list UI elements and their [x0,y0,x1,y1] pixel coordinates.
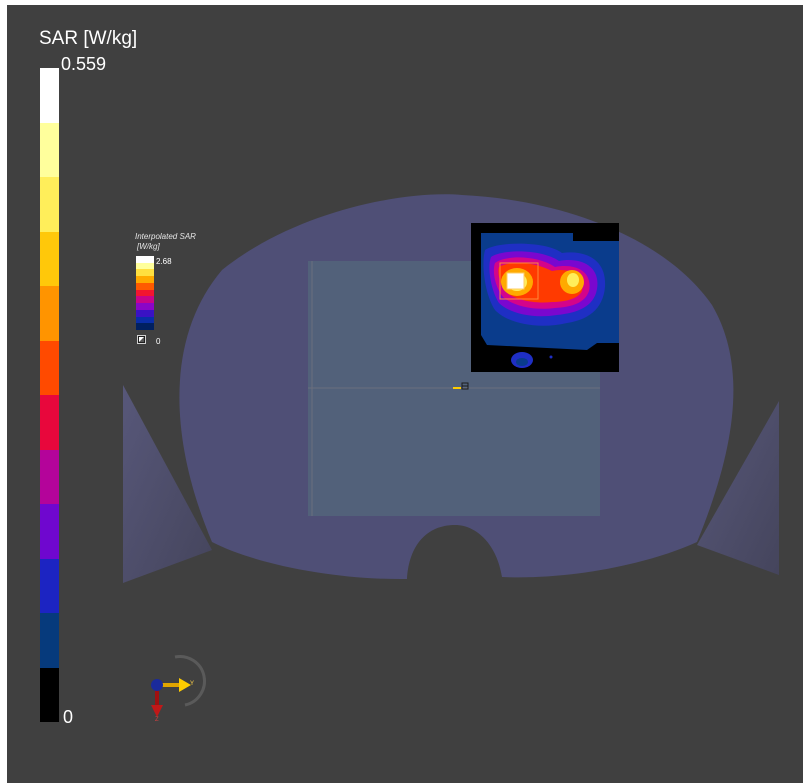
sar-heatmap[interactable] [471,223,619,372]
colorbar-segment [40,449,59,504]
interpolated-sar-colorbar-segment [136,276,154,283]
interpolated-sar-colorbar-segment [136,323,154,331]
interpolated-sar-legend-title-line2: [W/kg] [137,242,160,251]
colorbar-title: SAR [W/kg] [39,28,138,49]
colorbar-segment [40,286,59,341]
colorbar-segment [40,667,59,722]
interpolated-sar-colorbar-segment [136,269,154,277]
right-wedge [697,401,779,575]
interpolated-sar-colorbar-segment [136,316,154,324]
interpolated-sar-colorbar-segment [136,296,154,304]
axis-z-label: Z [155,717,159,723]
colorbar-max-label: 0.559 [61,54,107,74]
interpolated-sar-max-label: 2.68 [156,257,172,266]
interpolated-sar-colorbar-segment [136,256,154,263]
interpolated-sar-colorbar-segment [136,289,154,297]
colorbar-segment [40,177,59,232]
colorbar-min-label: 0 [63,707,74,727]
left-wedge [123,385,212,583]
interpolated-sar-colorbar-segment [136,282,154,290]
3d-viewport[interactable]: SAR [W/kg] 0.559 0 Interpolated SAR [W/k… [7,5,803,783]
colorbar-segment [40,68,59,123]
interpolated-sar-colorbar-segment [136,262,154,270]
colorbar-segment [40,231,59,286]
sar-colorbar [40,68,59,722]
scene-canvas[interactable] [7,5,803,783]
axis-y-label: Y [190,681,195,687]
interpolated-sar-legend-title: Interpolated SAR [W/kg] [135,232,196,252]
interpolated-sar-colorbar-segment [136,303,154,310]
colorbar-segment [40,395,59,450]
colorbar-segment [40,613,59,668]
probe-marker[interactable] [453,382,469,390]
colorbar-segment [40,122,59,177]
colorbar-segment [40,504,59,559]
orientation-gizmo[interactable] [151,655,206,717]
interpolated-sar-legend-title-line1: Interpolated SAR [135,232,196,241]
colorbar-segment [40,340,59,395]
interpolated-sar-colorbar [136,256,154,331]
interpolated-sar-min-label: 0 [156,337,161,346]
colorbar-segment [40,558,59,613]
interpolated-sar-colorbar-segment [136,309,154,317]
legend-toggle-icon[interactable] [137,335,146,344]
